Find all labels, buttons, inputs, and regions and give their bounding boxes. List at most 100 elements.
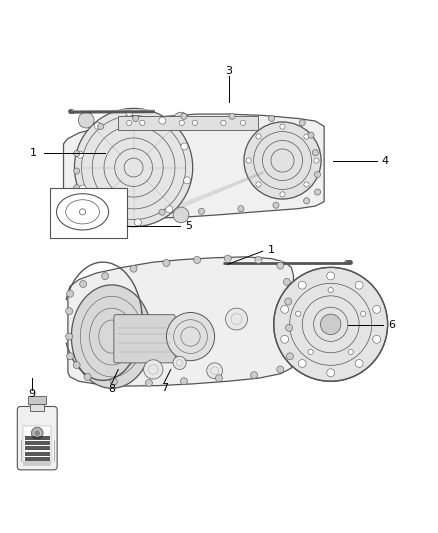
Circle shape [308,132,314,138]
Circle shape [102,273,109,280]
Text: 6: 6 [389,320,396,330]
Text: 9: 9 [28,390,35,399]
Circle shape [126,109,133,116]
Circle shape [314,189,321,195]
Circle shape [74,184,80,191]
Circle shape [328,287,333,293]
Circle shape [296,311,301,317]
Text: 4: 4 [382,156,389,166]
Circle shape [79,185,86,192]
Circle shape [360,311,366,317]
Ellipse shape [71,285,152,388]
Circle shape [159,117,166,124]
Circle shape [184,177,191,184]
Circle shape [256,182,261,187]
Circle shape [304,182,309,187]
Circle shape [127,120,132,125]
Circle shape [110,378,117,385]
Circle shape [192,120,198,125]
Circle shape [166,206,173,213]
Circle shape [373,335,381,343]
Circle shape [98,123,104,130]
Circle shape [181,143,188,150]
Bar [50,188,127,238]
Text: 3: 3 [225,66,232,76]
Circle shape [163,260,170,266]
Circle shape [159,209,165,215]
Bar [28,397,46,403]
Bar [30,403,45,411]
Circle shape [66,333,73,340]
Circle shape [144,360,163,379]
Circle shape [280,192,285,197]
Circle shape [251,372,258,378]
Circle shape [244,122,321,199]
Circle shape [215,375,223,382]
Text: 1: 1 [29,148,36,158]
FancyBboxPatch shape [18,407,57,470]
Circle shape [280,124,285,129]
Circle shape [74,150,80,157]
Text: 5: 5 [185,221,192,231]
Circle shape [268,115,275,122]
Text: 7: 7 [161,383,168,393]
Circle shape [140,120,145,125]
Circle shape [312,150,318,156]
Circle shape [224,255,231,262]
Bar [25,452,49,456]
Circle shape [256,134,261,139]
Circle shape [173,207,189,223]
Circle shape [130,265,137,272]
Bar [25,457,49,461]
Circle shape [298,360,306,367]
Circle shape [67,353,74,360]
Circle shape [273,202,279,208]
Circle shape [355,281,363,289]
Bar [118,116,258,130]
Circle shape [286,324,293,332]
Circle shape [286,353,293,360]
Circle shape [179,120,184,125]
Circle shape [173,112,189,128]
Circle shape [32,427,43,439]
Circle shape [285,298,292,305]
Circle shape [221,120,226,125]
Text: 8: 8 [108,384,115,394]
Circle shape [77,151,84,158]
Text: 1: 1 [268,245,275,255]
Circle shape [89,202,95,208]
Circle shape [299,120,305,126]
Bar [25,441,49,445]
Circle shape [229,113,235,119]
Bar [24,426,51,464]
Circle shape [304,134,309,139]
Bar [25,447,49,450]
Circle shape [94,122,101,129]
Circle shape [283,278,290,285]
Circle shape [74,194,80,200]
Circle shape [255,256,262,263]
Circle shape [166,312,215,361]
Circle shape [238,206,244,212]
Circle shape [226,308,247,330]
Circle shape [73,361,80,368]
Circle shape [80,209,86,215]
Circle shape [321,314,341,335]
Circle shape [120,207,126,214]
Circle shape [348,349,353,354]
Circle shape [327,369,335,377]
Circle shape [207,363,223,378]
Circle shape [181,113,187,119]
Circle shape [74,168,80,174]
Circle shape [274,268,388,381]
Circle shape [173,356,186,369]
Circle shape [281,305,289,313]
Circle shape [298,281,306,289]
Bar [25,435,49,440]
Circle shape [240,120,246,125]
Circle shape [74,108,193,227]
Polygon shape [68,257,293,386]
Circle shape [78,207,94,223]
Circle shape [281,335,289,343]
FancyBboxPatch shape [114,314,175,363]
